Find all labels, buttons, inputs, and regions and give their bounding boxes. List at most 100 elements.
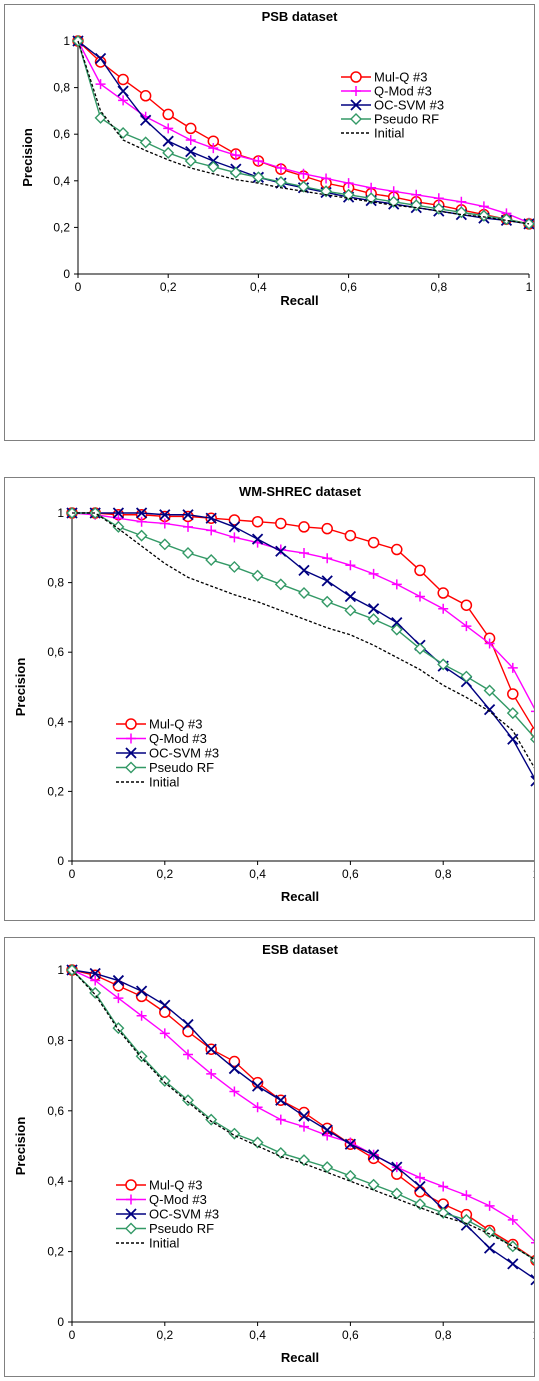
y-tick-label: 0 xyxy=(63,267,70,281)
series-mul-q-3 xyxy=(72,35,534,230)
data-point-q-mod-3 xyxy=(484,1200,495,1211)
legend-label-q-mod-3: Q-Mod #3 xyxy=(149,1192,207,1207)
data-point-oc-svm-3 xyxy=(275,545,287,557)
data-point-q-mod-3 xyxy=(253,155,264,166)
series-initial xyxy=(72,512,534,769)
legend-marker-q-mod-3 xyxy=(351,86,361,96)
legend-marker-oc-svm-3 xyxy=(125,747,137,759)
data-point-mul-q-3 xyxy=(507,688,519,700)
psb-chart: PSB dataset 0 0,2 0,4 0,6 0,8 1 0 0,2 0,4 0,6 0,8 1 R… xyxy=(20,9,534,308)
data-point-pseudo-rf xyxy=(184,155,197,167)
x-tick-label: 0,2 xyxy=(156,1328,173,1342)
data-point-pseudo-rf xyxy=(251,1136,264,1149)
data-point-q-mod-3 xyxy=(531,1242,534,1244)
legend-marker-pseudo-rf xyxy=(125,1222,137,1235)
data-point-pseudo-rf xyxy=(460,1213,473,1226)
data-point-q-mod-3 xyxy=(366,182,377,193)
data-point-pseudo-rf xyxy=(414,1198,426,1211)
data-point-q-mod-3 xyxy=(185,135,196,146)
data-point-mul-q-3 xyxy=(94,56,107,68)
x-tick-label: 0,6 xyxy=(340,280,357,294)
x-tick-label: 1 xyxy=(533,867,534,881)
x-tick-label: 0,4 xyxy=(250,280,267,294)
legend-label-q-mod-3: Q-Mod #3 xyxy=(374,84,432,99)
data-point-oc-svm-3 xyxy=(391,1161,403,1173)
series-line-initial xyxy=(72,512,534,769)
x-tick-label: 0,2 xyxy=(156,867,173,881)
data-point-oc-svm-3 xyxy=(530,775,534,787)
data-point-mul-q-3 xyxy=(182,1025,194,1038)
chart-title: ESB dataset xyxy=(262,942,339,957)
data-point-mul-q-3 xyxy=(117,73,129,86)
data-point-oc-svm-3 xyxy=(228,521,241,533)
data-point-q-mod-3 xyxy=(484,638,495,649)
data-point-pseudo-rf xyxy=(228,560,241,573)
legend-label-pseudo-rf: Pseudo RF xyxy=(149,1221,214,1236)
data-point-mul-q-3 xyxy=(182,510,194,523)
data-point-q-mod-3 xyxy=(206,1068,217,1079)
series-line-q-mod-3 xyxy=(77,40,530,224)
x-tick-label: 1 xyxy=(526,280,533,294)
legend-label-initial: Initial xyxy=(149,775,179,790)
x-tick-label: 0,8 xyxy=(435,867,452,881)
data-point-oc-svm-3 xyxy=(483,703,496,716)
data-point-q-mod-3 xyxy=(229,1086,240,1097)
data-point-pseudo-rf xyxy=(500,213,513,226)
y-tick-label: 0,2 xyxy=(47,784,64,798)
data-point-q-mod-3 xyxy=(136,516,147,527)
series-line-oc-svm-3 xyxy=(77,40,530,225)
data-point-q-mod-3 xyxy=(507,662,518,673)
data-point-oc-svm-3 xyxy=(182,1018,194,1031)
data-point-q-mod-3 xyxy=(252,1102,263,1113)
data-point-q-mod-3 xyxy=(113,993,124,1004)
data-point-q-mod-3 xyxy=(159,1028,170,1039)
legend-label-mul-q-3: Mul-Q #3 xyxy=(149,1178,202,1193)
x-tick-label: 0,4 xyxy=(249,867,266,881)
data-point-mul-q-3 xyxy=(344,529,357,542)
data-point-q-mod-3 xyxy=(275,1114,286,1125)
data-point-mul-q-3 xyxy=(298,521,310,533)
data-point-q-mod-3 xyxy=(343,178,354,189)
chart-title: PSB dataset xyxy=(262,9,339,24)
data-point-pseudo-rf xyxy=(112,520,125,533)
data-point-q-mod-3 xyxy=(159,518,170,529)
legend-label-oc-svm-3: OC-SVM #3 xyxy=(374,98,444,113)
series-pseudo-rf xyxy=(72,35,534,230)
data-point-q-mod-3 xyxy=(415,591,425,602)
data-point-q-mod-3 xyxy=(322,1130,333,1141)
y-tick-label: 0,4 xyxy=(53,174,70,188)
data-point-oc-svm-3 xyxy=(205,1043,217,1055)
x-tick-label: 0,8 xyxy=(430,280,447,294)
data-point-oc-svm-3 xyxy=(367,603,380,615)
data-point-oc-svm-3 xyxy=(140,114,152,126)
data-point-oc-svm-3 xyxy=(507,1258,519,1270)
data-point-oc-svm-3 xyxy=(275,1094,287,1106)
series-initial xyxy=(77,40,530,225)
y-axis-label: Precision xyxy=(20,128,35,187)
data-point-pseudo-rf xyxy=(274,1147,287,1160)
esb-chart: ESB dataset 0 0,2 0,4 0,6 0,8 1 0 0,2 0,4 0,6 0,8 1 R… xyxy=(13,942,534,1365)
data-point-oc-svm-3 xyxy=(321,1124,333,1136)
legend-marker-q-mod-3 xyxy=(126,733,136,744)
y-tick-label: 0,2 xyxy=(53,220,70,234)
data-point-pseudo-rf xyxy=(321,1161,334,1174)
data-point-oc-svm-3 xyxy=(117,85,129,97)
data-point-oc-svm-3 xyxy=(414,1180,426,1193)
data-point-pseudo-rf xyxy=(344,1169,357,1182)
psb-chart-panel: PSB dataset 0 0,2 0,4 0,6 0,8 1 0 0,2 0,4 0,6 0,8 1 R… xyxy=(4,4,535,441)
data-point-pseudo-rf xyxy=(414,642,426,655)
series-oc-svm-3 xyxy=(66,507,534,787)
data-point-pseudo-rf xyxy=(460,670,473,683)
data-point-oc-svm-3 xyxy=(94,52,107,65)
x-axis-label: Recall xyxy=(281,1350,319,1365)
y-tick-label: 0 xyxy=(57,854,64,868)
data-point-q-mod-3 xyxy=(411,189,422,200)
data-point-pseudo-rf xyxy=(506,707,519,720)
data-point-mul-q-3 xyxy=(228,514,241,526)
series-q-mod-3 xyxy=(67,965,534,1244)
data-point-q-mod-3 xyxy=(507,1214,518,1225)
data-point-pseudo-rf xyxy=(390,1187,403,1200)
data-point-pseudo-rf xyxy=(367,1178,380,1191)
